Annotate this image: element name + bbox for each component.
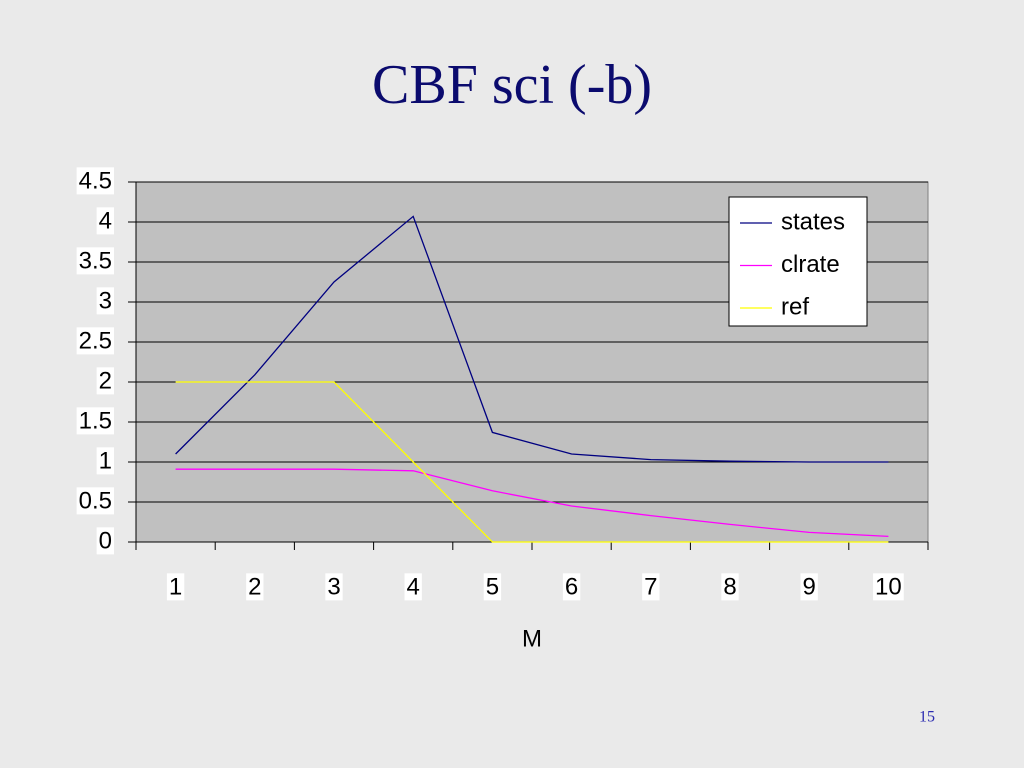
x-tick-label: 7 <box>644 573 657 600</box>
x-tick-label: 8 <box>723 573 736 600</box>
slide-number: 15 <box>919 709 935 726</box>
x-tick-label: 4 <box>407 573 420 600</box>
legend-box <box>728 196 868 327</box>
label-background <box>483 573 502 601</box>
legend-label: clrate <box>781 251 840 278</box>
label-background <box>800 573 818 601</box>
label-background <box>873 573 904 601</box>
x-tick-label: 9 <box>803 573 816 600</box>
x-tick-label: 5 <box>486 573 499 600</box>
label-background <box>642 573 660 601</box>
y-tick-label: 4 <box>99 207 112 234</box>
label-background <box>76 487 114 515</box>
label-background <box>96 447 114 475</box>
label-background <box>721 573 739 601</box>
label-background <box>166 573 185 601</box>
y-tick-label: 3 <box>99 287 112 314</box>
label-background <box>325 573 343 601</box>
x-tick-label: 10 <box>875 573 902 600</box>
series-line <box>175 381 889 543</box>
label-background <box>96 207 114 235</box>
legend-label: states <box>781 208 845 235</box>
y-tick-label: 4.5 <box>79 167 112 194</box>
x-tick-label: 3 <box>327 573 340 600</box>
x-tick-label: 6 <box>565 573 578 600</box>
y-tick-label: 0.5 <box>79 487 112 514</box>
label-background <box>96 367 114 395</box>
y-tick-label: 0 <box>99 527 112 554</box>
chart-title: CBF sci (-b) <box>372 54 652 116</box>
label-background <box>76 167 114 195</box>
label-background <box>76 327 114 355</box>
label-background <box>76 407 114 435</box>
label-background <box>96 527 114 555</box>
legend-label: ref <box>781 293 809 320</box>
series-line <box>175 468 889 538</box>
y-tick-label: 2 <box>99 367 112 394</box>
x-tick-label: 1 <box>169 573 182 600</box>
label-background <box>562 573 581 601</box>
x-tick-label: 2 <box>248 573 261 600</box>
label-background <box>76 247 114 275</box>
series-line <box>175 215 889 463</box>
y-tick-label: 3.5 <box>79 247 112 274</box>
y-tick-label: 2.5 <box>79 327 112 354</box>
y-tick-label: 1.5 <box>79 407 112 434</box>
label-background <box>246 573 264 601</box>
x-axis-label: M <box>522 625 542 652</box>
label-background <box>404 573 422 601</box>
label-background <box>96 287 114 315</box>
y-tick-label: 1 <box>99 447 112 474</box>
